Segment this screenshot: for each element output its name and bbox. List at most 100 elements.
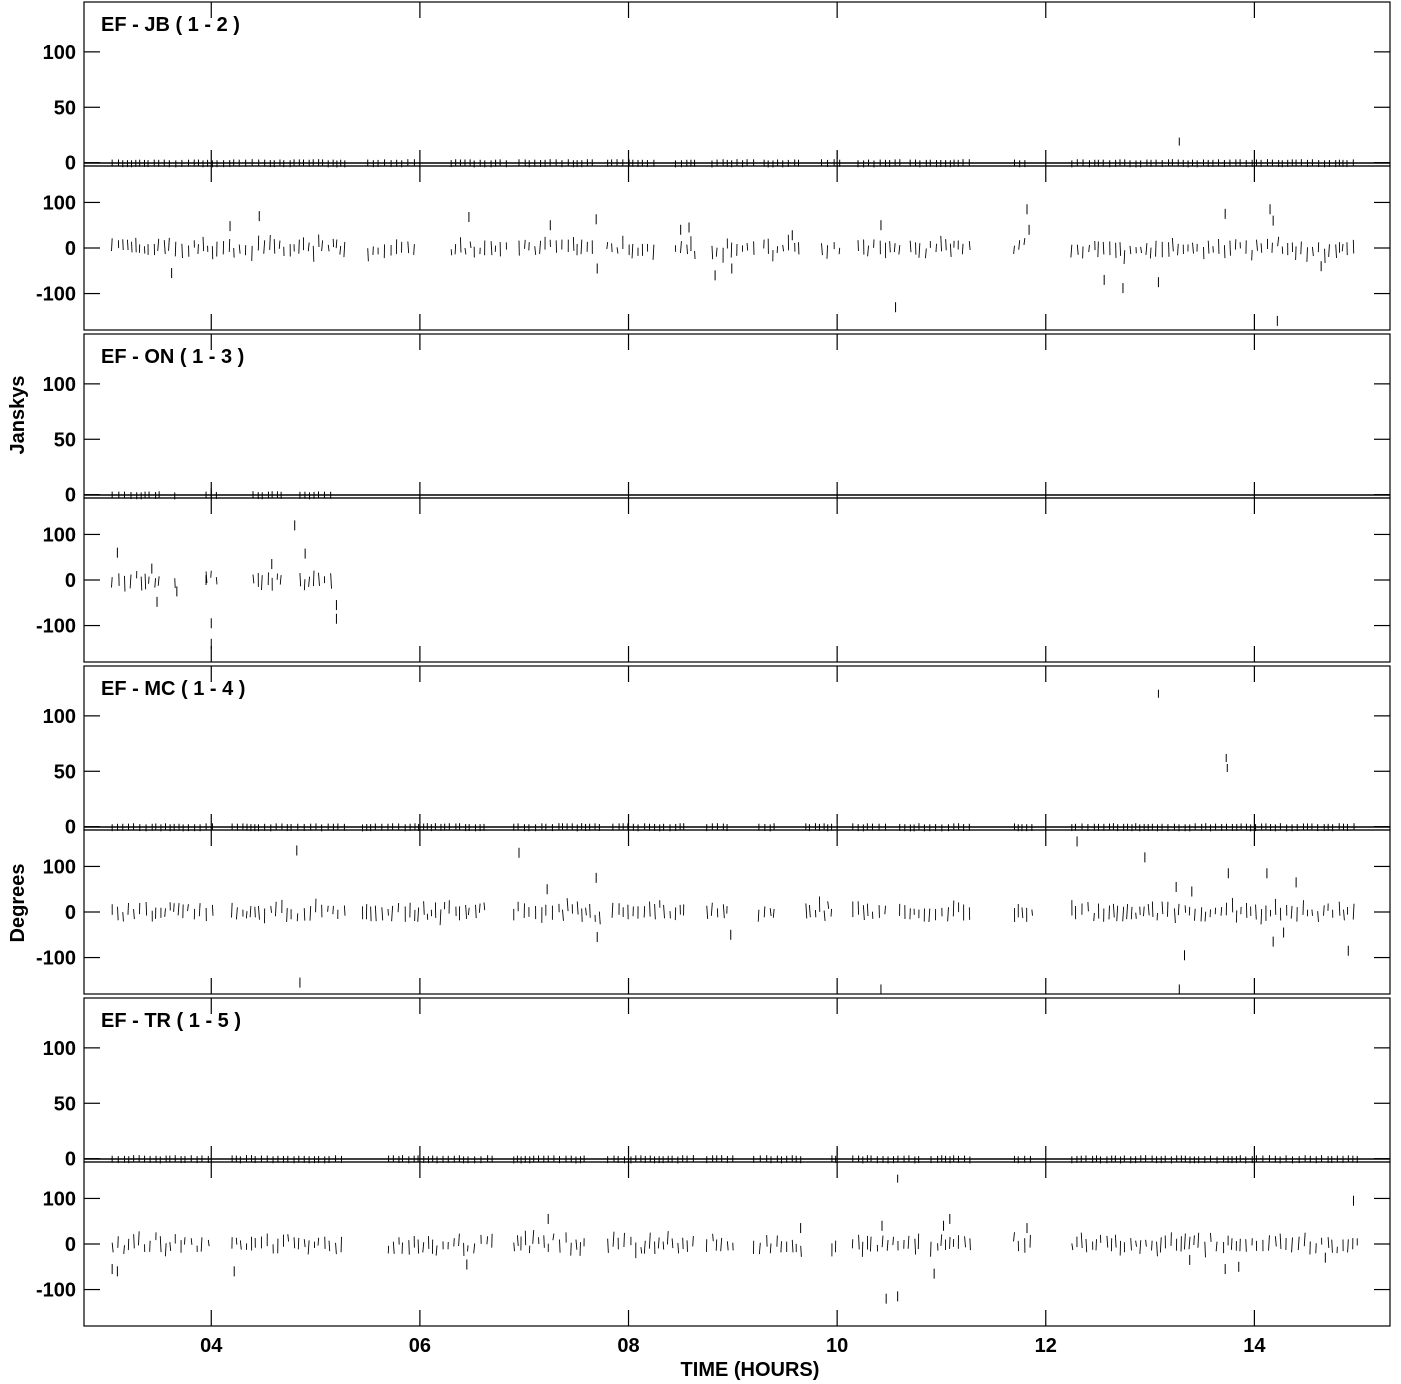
phase-point	[1155, 240, 1157, 257]
phase-point	[469, 241, 472, 249]
phase-point	[231, 902, 233, 918]
phase-point	[1347, 1239, 1349, 1253]
phase-point	[1151, 1240, 1153, 1251]
phase-point	[397, 902, 400, 913]
amplitude-frame	[83, 665, 1391, 831]
phase-point	[884, 905, 886, 915]
phase-point	[1171, 237, 1174, 252]
phase-point	[805, 903, 808, 919]
phase-point	[1112, 903, 1115, 918]
phase-point	[576, 901, 579, 915]
phase-point	[459, 237, 462, 253]
phase-point	[335, 239, 338, 249]
phase-point	[616, 247, 619, 254]
phase-point	[1197, 1232, 1200, 1248]
phase-point	[1343, 909, 1345, 921]
phase-point	[1140, 246, 1142, 254]
phase-point	[140, 576, 143, 591]
phase-point	[1126, 904, 1129, 920]
phase-point	[1087, 902, 1089, 912]
phase-point	[1338, 901, 1341, 916]
phase-point	[483, 902, 486, 911]
phase-points	[111, 836, 1355, 995]
phase-point	[177, 903, 180, 916]
phase-point	[453, 1238, 455, 1247]
phase-points	[111, 1195, 1358, 1304]
phase-point	[391, 905, 394, 922]
phase-point	[417, 907, 420, 922]
phase-point	[758, 1242, 761, 1255]
phase-point	[964, 1236, 966, 1248]
phase-point	[450, 249, 453, 256]
phase-point	[278, 240, 281, 249]
phase-point	[1290, 905, 1293, 919]
phase-point	[663, 904, 665, 919]
baseline-panel: 0 50 100 -100 0 100 EF - TR ( 1 - 5 )	[36, 997, 1391, 1327]
phase-point	[1173, 908, 1176, 923]
phase-point	[303, 908, 306, 921]
amplitude-frame	[83, 997, 1391, 1163]
phase-point	[407, 241, 410, 254]
phase-point	[1130, 906, 1133, 920]
panel-title: EF - MC ( 1 - 4 )	[101, 678, 245, 700]
phase-point	[1088, 244, 1090, 253]
phase-point	[252, 574, 255, 584]
phase-tick-label: 100	[43, 192, 76, 214]
phase-point	[858, 1234, 860, 1250]
phase-point	[127, 902, 129, 915]
amp-tick-label: 100	[43, 374, 76, 396]
phase-point	[439, 909, 442, 926]
phase-point	[164, 1243, 167, 1257]
phase-point	[1071, 1243, 1074, 1251]
phase-point	[145, 901, 148, 916]
phase-point	[575, 1239, 578, 1250]
phase-point	[969, 1238, 971, 1251]
phase-point	[680, 241, 682, 254]
phase-point	[215, 577, 218, 585]
phase-point	[1177, 243, 1179, 256]
phase-point	[154, 578, 157, 588]
phase-point	[712, 1233, 714, 1242]
phase-point	[800, 1245, 802, 1257]
phase-point	[200, 1237, 203, 1252]
phase-point	[308, 576, 311, 587]
phase-point	[1184, 1233, 1186, 1250]
phase-point	[174, 241, 177, 257]
phase-point	[643, 1240, 646, 1254]
phase-point	[1268, 1235, 1270, 1251]
phase-point	[711, 245, 714, 260]
phase-point	[640, 1247, 643, 1254]
phase-point	[598, 911, 601, 925]
phase-point	[307, 242, 310, 252]
phase-point	[722, 904, 725, 919]
phase-point	[791, 1239, 794, 1253]
phase-point	[422, 1242, 425, 1253]
panel-title: EF - ON ( 1 - 3 )	[101, 346, 244, 368]
phase-point	[652, 244, 655, 260]
phase-point	[303, 579, 306, 591]
phase-point	[181, 243, 183, 259]
phase-frame	[83, 497, 1391, 663]
phase-point	[961, 243, 964, 255]
phase-point	[1193, 1235, 1195, 1246]
x-tick-label: 04	[200, 1335, 223, 1357]
phase-point	[293, 1237, 296, 1249]
phase-tick-label: 0	[65, 238, 76, 260]
phase-point	[258, 905, 260, 920]
phase-point	[486, 1236, 489, 1245]
phase-tick-label: -100	[36, 616, 76, 638]
phase-point	[1300, 241, 1302, 255]
phase-point	[1210, 1232, 1212, 1242]
phase-point	[299, 573, 302, 587]
phase-point	[1200, 907, 1203, 922]
phase-point	[1139, 1240, 1142, 1254]
phase-point	[163, 240, 166, 255]
phase-point	[1352, 903, 1355, 920]
phase-point	[122, 912, 124, 922]
phase-point	[327, 905, 329, 912]
amplitude-points	[111, 689, 1355, 832]
phase-point	[513, 1242, 515, 1252]
phase-point	[339, 245, 342, 255]
phase-point	[949, 243, 952, 257]
phase-point	[866, 903, 869, 917]
